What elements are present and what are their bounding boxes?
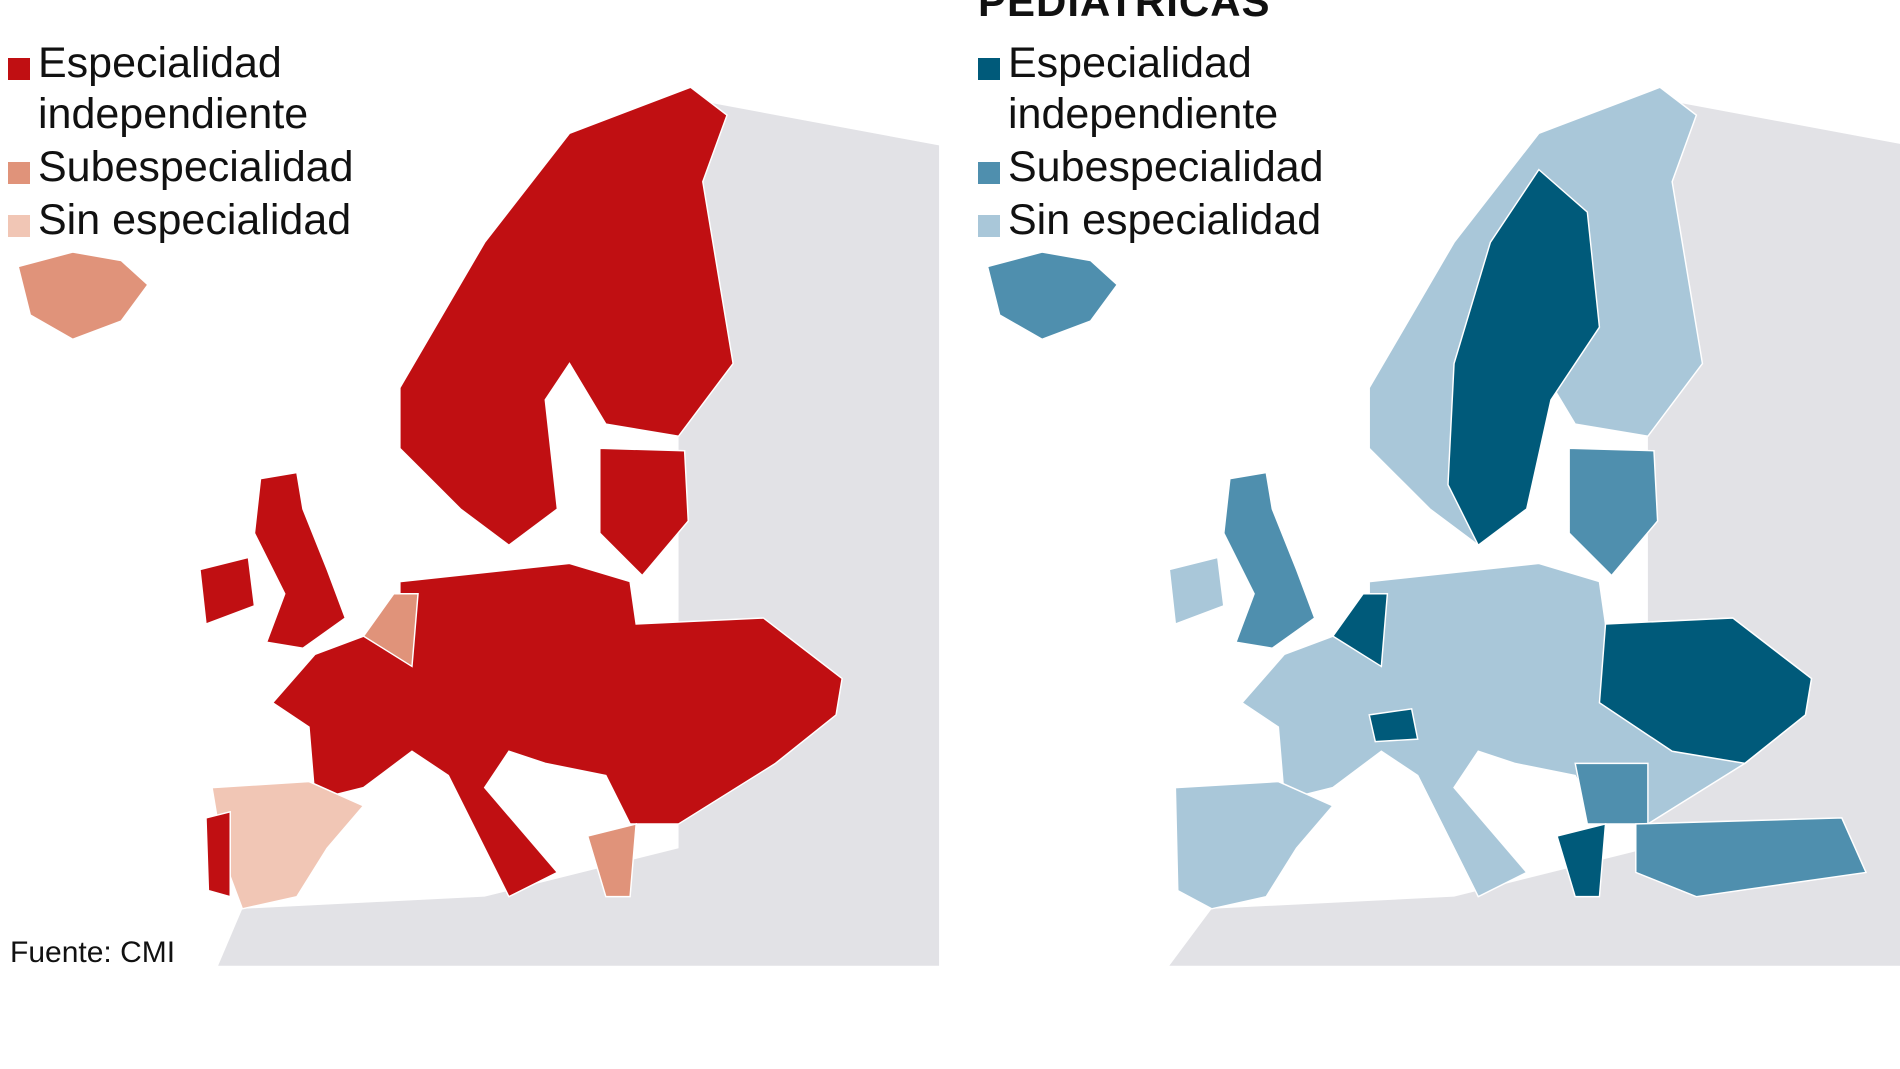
country [1174,780,1335,910]
legend-entry: Especialidad independiente [8,38,428,140]
legend-label: Especialidad independiente [1008,39,1279,138]
legend-label: Sin especialidad [38,196,352,244]
legend-entry: Subespecialidad [978,142,1398,193]
country [253,471,347,650]
legend-swatch [978,58,1000,80]
legend-swatch [978,215,1000,237]
country [1368,708,1419,743]
country [1574,762,1649,825]
source: Fuente: CMI [10,936,176,969]
country [1447,168,1601,547]
right-map [986,86,1900,966]
legend-label: Especialidad independiente [38,39,309,138]
legend: Especialidad independiente Subespecialida… [978,38,1398,248]
country [1635,817,1868,898]
legend-swatch [8,215,30,237]
country [1556,823,1607,898]
legend-swatch [8,58,30,80]
legend-label: Subespecialidad [1008,143,1324,191]
country [17,251,149,341]
country [362,593,419,668]
country [1223,471,1316,650]
legend-swatch [978,162,1000,184]
legend-label: Subespecialidad [38,143,354,191]
country [205,810,231,898]
country [599,447,689,577]
left-map [17,86,940,966]
country [271,562,843,898]
country [586,823,637,898]
legend-entry: Sin especialidad [978,195,1398,246]
legend-label: Sin especialidad [1008,196,1322,244]
legend-swatch [8,162,30,184]
country [211,780,365,910]
legend-entry: Especialidad independiente [978,38,1398,140]
country [1331,593,1389,668]
legend-entry: Sin especialidad [8,195,428,246]
country [1598,617,1813,765]
country [199,556,256,626]
country [1568,447,1659,577]
legend: Especialidad independiente Subespecialida… [8,38,428,248]
map-title: PEDIATRICAS [978,0,1271,25]
country [1168,556,1225,626]
country [399,86,734,547]
country [986,251,1119,341]
legend-entry: Subespecialidad [8,142,428,193]
